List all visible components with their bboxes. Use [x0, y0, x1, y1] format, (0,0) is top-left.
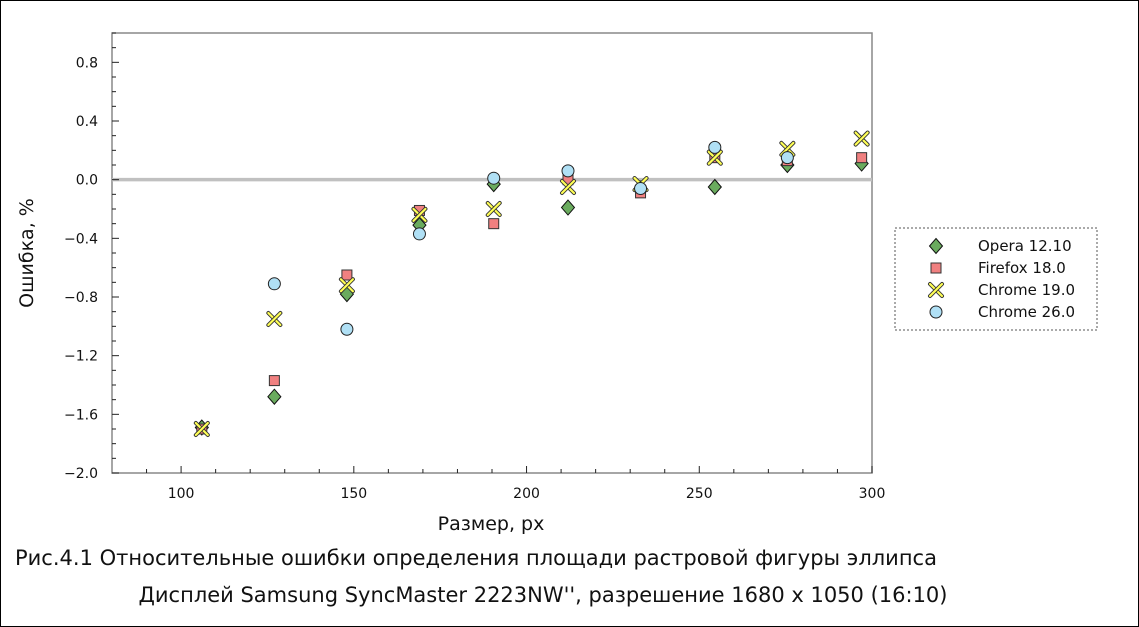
x-tick-label: 300	[859, 486, 886, 502]
x-tick-label: 200	[513, 486, 540, 502]
legend-label-opera-12-10: Opera 12.10	[978, 237, 1072, 255]
point-chrome-26-0	[412, 227, 426, 241]
legend-box	[894, 227, 1098, 331]
plot-area	[111, 32, 873, 474]
point-firefox-18-0	[268, 375, 280, 387]
point-chrome-19-0	[338, 277, 355, 294]
y-tick-label: −1.6	[64, 407, 98, 423]
point-chrome-26-0	[561, 164, 575, 178]
legend-label-chrome-19-0: Chrome 19.0	[978, 281, 1075, 299]
y-tick-label: −2.0	[64, 466, 98, 482]
y-tick-label: 0.0	[76, 173, 98, 189]
point-firefox-18-0	[341, 269, 353, 281]
point-chrome-26-0	[708, 140, 722, 154]
legend-marker-chrome-19-0	[928, 282, 944, 298]
x-tick-label: 150	[340, 486, 367, 502]
point-firefox-18-0	[856, 152, 868, 164]
legend-label-firefox-18-0: Firefox 18.0	[978, 259, 1066, 277]
point-chrome-19-0	[560, 179, 576, 195]
x-axis-label: Размер, px	[438, 513, 545, 535]
legend-label-chrome-26-0: Chrome 26.0	[978, 303, 1075, 321]
legend-marker-opera-12-10	[928, 237, 944, 255]
y-tick-label: −1.2	[64, 349, 98, 365]
legend-marker-firefox-18-0	[930, 262, 942, 274]
point-chrome-26-0	[780, 151, 794, 165]
point-firefox-18-0	[488, 218, 500, 230]
y-tick-label: 0.8	[76, 55, 98, 71]
point-opera-12-10	[707, 178, 722, 196]
figure-caption-line2: Дисплей Samsung SyncMaster 2223NW'', раз…	[138, 583, 948, 607]
point-opera-12-10	[267, 388, 282, 405]
point-chrome-26-0	[487, 171, 501, 185]
point-chrome-19-0	[266, 311, 283, 327]
x-tick-label: 100	[168, 486, 195, 502]
point-chrome-26-0	[267, 277, 281, 291]
legend: Opera 12.10 Firefox 18.0 Chrome 19.0 Chrome…	[894, 227, 1098, 331]
point-chrome-19-0	[706, 149, 723, 166]
figure-caption-line1: Рис.4.1 Относительные ошибки определения…	[15, 546, 937, 570]
x-tick-label: 250	[686, 486, 713, 502]
point-opera-12-10	[560, 199, 576, 216]
point-chrome-19-0	[411, 206, 428, 223]
y-tick-label: 0.4	[76, 114, 98, 130]
point-chrome-19-0	[853, 130, 870, 147]
point-chrome-26-0	[634, 181, 648, 195]
point-chrome-19-0	[485, 201, 502, 217]
y-tick-label: −0.8	[64, 290, 98, 306]
legend-marker-chrome-26-0	[929, 305, 943, 319]
point-chrome-26-0	[340, 322, 354, 336]
point-chrome-19-0	[193, 421, 210, 437]
y-tick-label: −0.4	[64, 231, 98, 247]
y-axis-label: Ошибка, %	[16, 198, 38, 308]
